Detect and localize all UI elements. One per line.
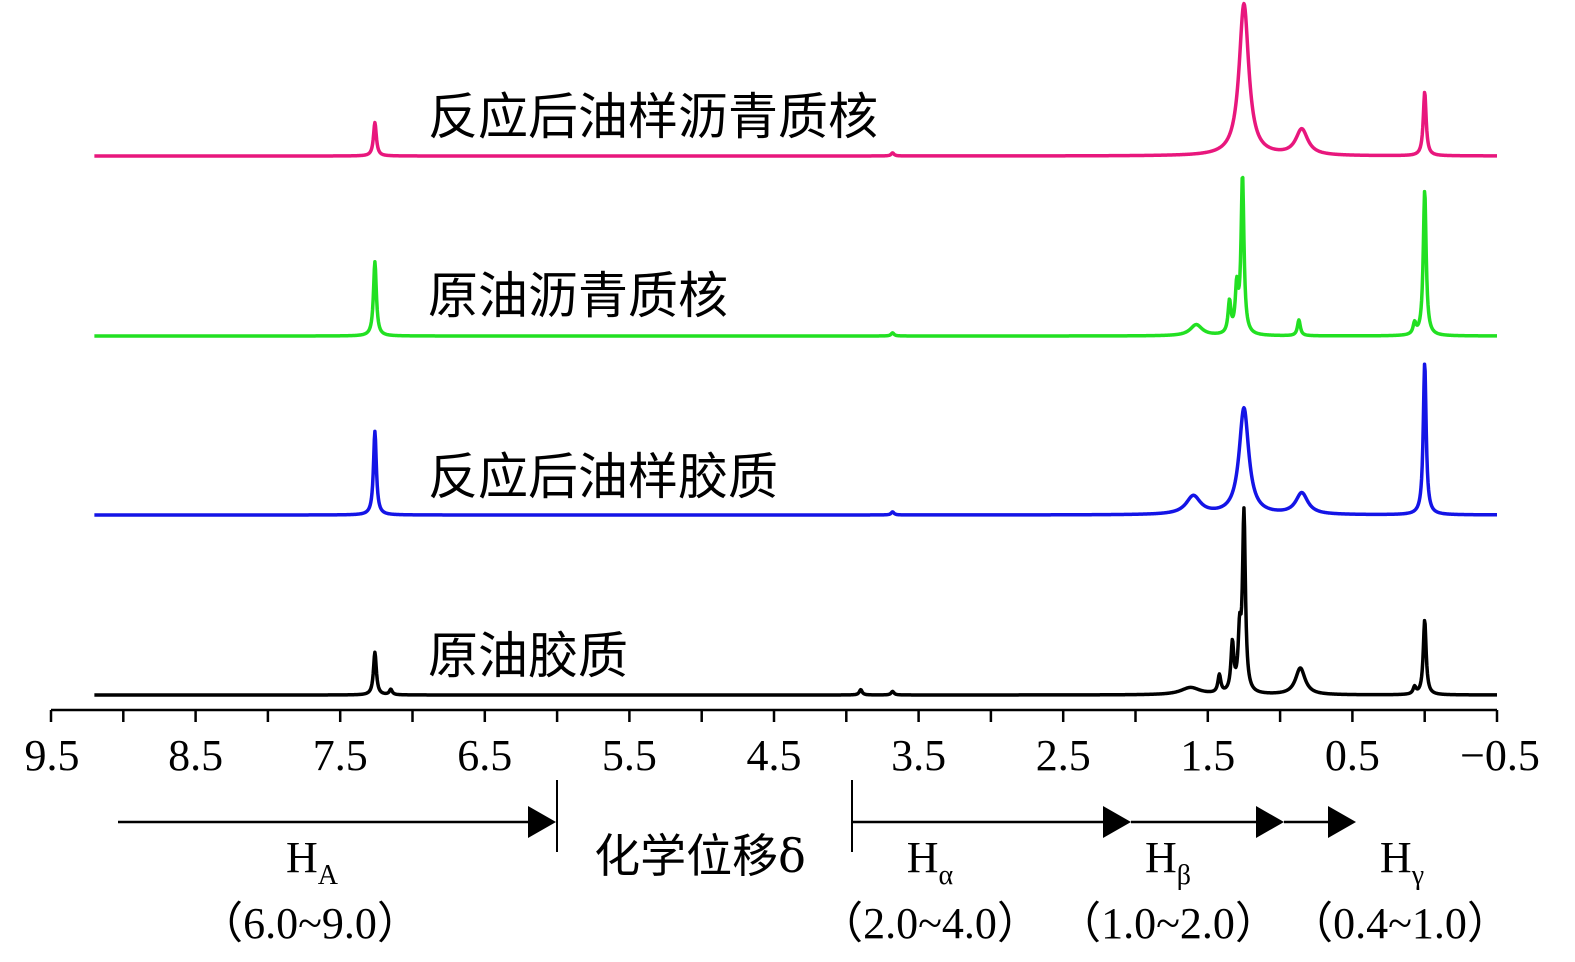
region-label-hgamma: Hγ [1380,833,1424,891]
series-label-3: 反应后油样胶质 [428,448,778,506]
x-tick-label: 6.5 [457,731,512,780]
region-label-ha: HA [286,833,339,891]
region-arrow-hbeta-head [1256,806,1284,838]
series-label-2: 原油沥青质核 [428,267,728,325]
x-tick-label: 4.5 [747,731,802,780]
x-tick-label: 1.5 [1180,731,1235,780]
spectrum-line-1 [93,1,1499,158]
x-axis-title: 化学位移δ [594,829,806,883]
region-label-hbeta: Hβ [1145,833,1191,891]
series-label-4: 原油胶质 [428,627,628,685]
x-axis-ticks: 9.5 8.5 7.5 6.5 5.5 4.5 3.5 2.5 1.5 0.5 −0.5 [25,710,1540,780]
region-arrow-halpha-head [1103,806,1131,838]
spectrum-line-4 [93,506,1499,697]
region-range-ha: （6.0~9.0） [199,899,421,948]
region-arrow-hgamma-head [1328,806,1356,838]
region-label-halpha: Hα [907,833,954,891]
region-range-hgamma: （0.4~1.0） [1289,899,1511,948]
x-tick-label: 8.5 [168,731,223,780]
region-range-hbeta: （1.0~2.0） [1057,899,1279,948]
spectrum-traces [93,1,1499,697]
spectrum-line-3 [93,362,1499,517]
x-tick-label: 0.5 [1325,731,1380,780]
x-tick-label: 3.5 [891,731,946,780]
region-annotations: 化学位移δ HA （6.0~9.0） Hα （2.0~4.0） Hβ （1.0~… [118,780,1511,948]
x-tick-label: 9.5 [25,731,80,780]
region-arrow-ha-head [528,806,556,838]
x-tick-label: 5.5 [602,731,657,780]
series-label-1: 反应后油样沥青质核 [428,88,878,146]
x-tick-label: 2.5 [1036,731,1091,780]
x-tick-label: 7.5 [313,731,368,780]
spectrum-line-2 [93,175,1499,338]
region-range-halpha: （2.0~4.0） [819,899,1041,948]
x-tick-label: −0.5 [1460,731,1540,780]
